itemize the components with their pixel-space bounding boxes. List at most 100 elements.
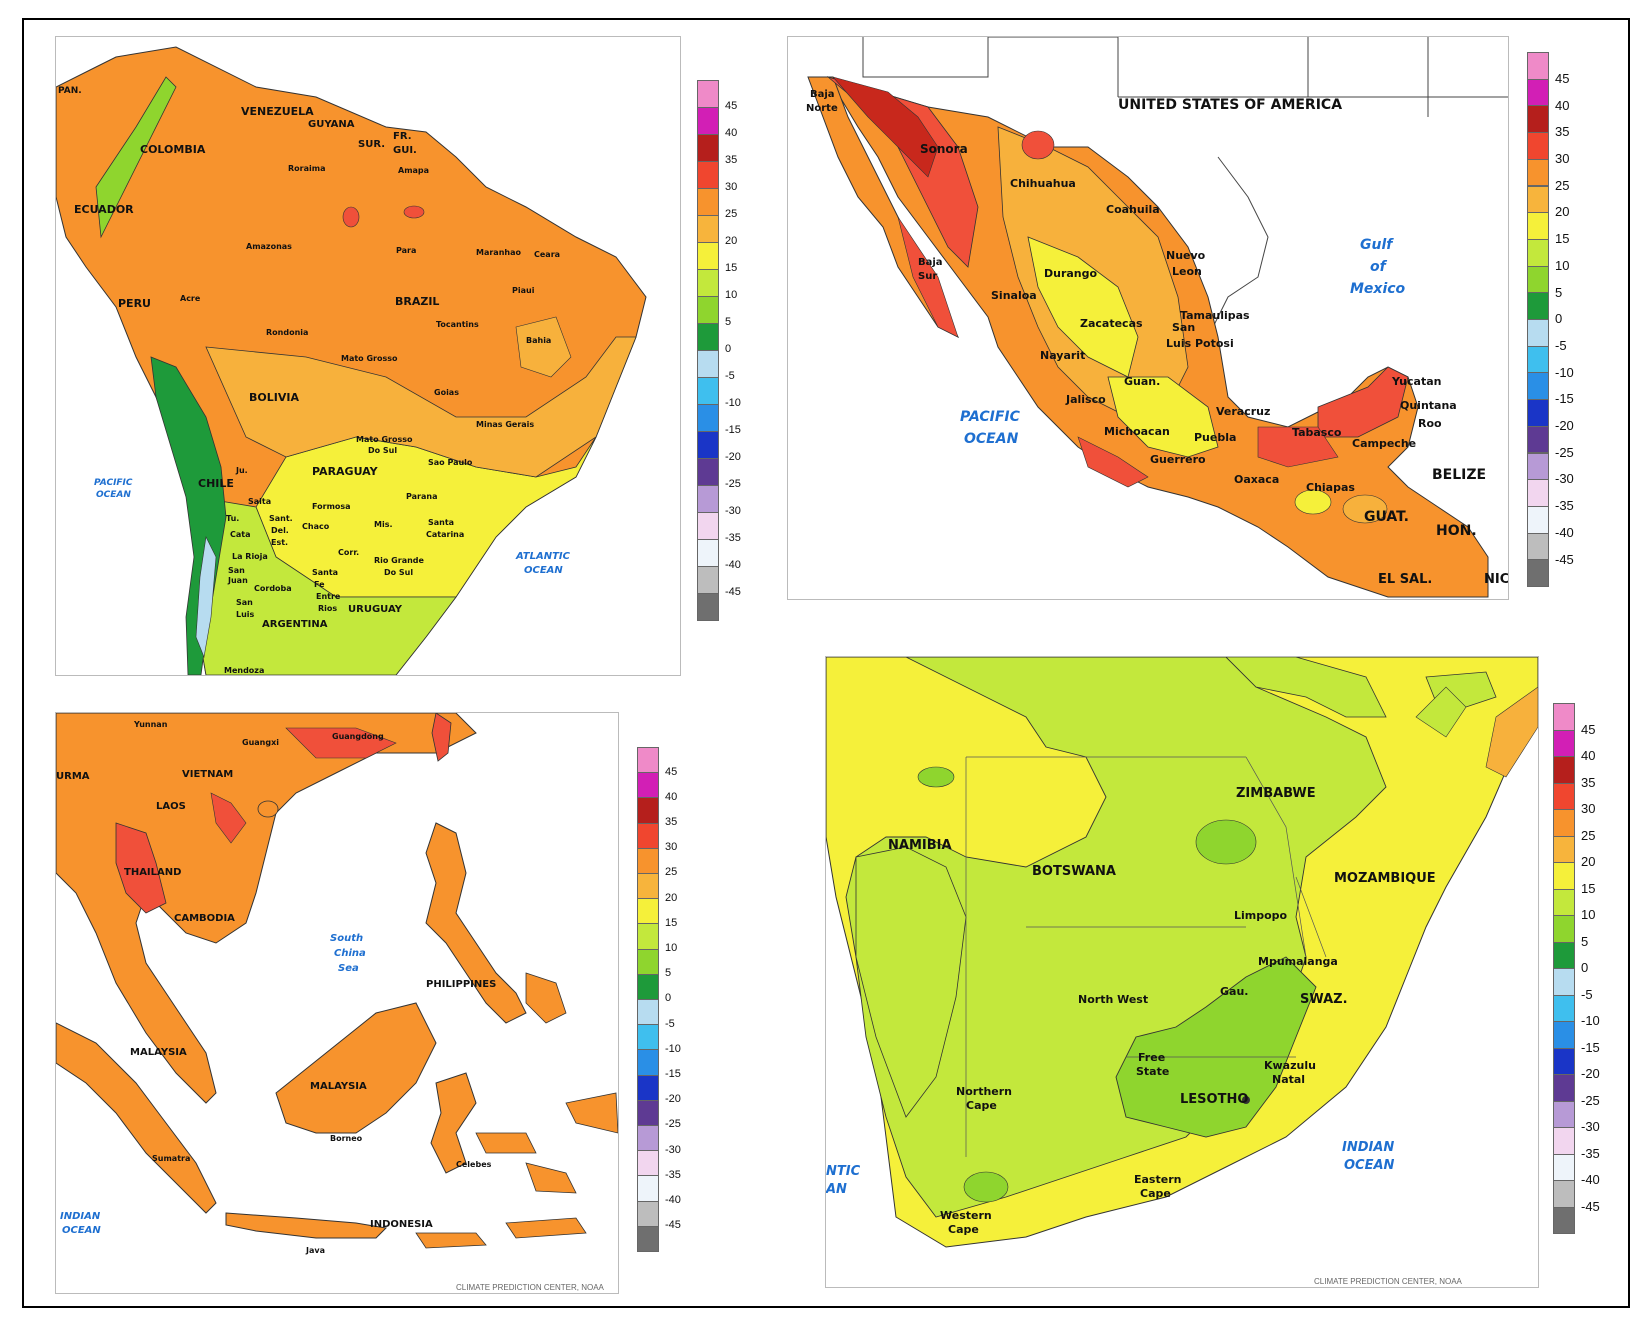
legend-swatch (1553, 1127, 1575, 1155)
legend-swatch (1553, 1021, 1575, 1049)
label-entre-rios-2: Rios (318, 604, 337, 613)
label-michoacan: Michoacan (1104, 425, 1170, 438)
legend-tick-label: -10 (1581, 1013, 1600, 1029)
label-atlantic-ocean-1: ATLANTIC (515, 551, 571, 562)
label-sumatra: Sumatra (152, 1154, 190, 1163)
map-panel-southern-africa: ZIMBABWE NAMIBIA BOTSWANA MOZAMBIQUE Lim… (825, 656, 1539, 1288)
legend-tick-label: 5 (725, 316, 732, 329)
label-argentina: ARGENTINA (262, 619, 328, 630)
label-mozambique: MOZAMBIQUE (1334, 871, 1436, 886)
legend-swatch (1527, 185, 1549, 214)
legend-swatch (637, 772, 659, 799)
label-formosa: Formosa (312, 502, 351, 511)
zone-pacific-coast-red (1077, 436, 1149, 488)
legend-tick-label: 45 (665, 765, 678, 778)
legend-swatch (1527, 505, 1549, 534)
label-laos: LAOS (156, 801, 186, 812)
label-sao-paulo: Sao Paulo (428, 458, 473, 467)
label-thailand: THAILAND (124, 867, 181, 878)
legend-tick-label: 35 (1555, 124, 1570, 140)
label-lesotho: LESOTHO (1180, 1092, 1248, 1107)
label-pacific-1: PACIFIC (960, 409, 1021, 425)
legend-swatch (697, 485, 719, 513)
label-pacific-2: OCEAN (964, 431, 1019, 447)
zone-lesotho-green (1115, 956, 1317, 1138)
label-indian-ocean-2: OCEAN (1344, 1158, 1395, 1173)
label-jalisco: Jalisco (1065, 393, 1106, 406)
legend-tick-label: 45 (1581, 721, 1596, 737)
legend-tick-label: 5 (1555, 284, 1563, 300)
zone-sonora-darkred (832, 76, 939, 178)
label-bahia: Bahia (526, 336, 551, 345)
legend-tick-label: -25 (1555, 444, 1574, 460)
label-mato-grosso: Mato Grosso (341, 354, 398, 363)
label-piaui: Piaui (512, 286, 535, 295)
legend-tick-label: -45 (725, 586, 741, 599)
legend-swatch (1553, 915, 1575, 943)
label-free-state-2: State (1136, 1065, 1169, 1078)
legend-tick-label: -35 (665, 1168, 681, 1181)
label-scs-1: South (330, 933, 363, 944)
label-baja-sur-2: Sur (918, 271, 937, 282)
label-nuevo-leon-2: Leon (1172, 265, 1202, 278)
legend-tick-label: -5 (1581, 986, 1593, 1002)
legend-swatch (1553, 1047, 1575, 1075)
legend-tick-label: 20 (1581, 854, 1596, 870)
legend-swatch (697, 566, 719, 594)
label-san-luis-1: San (236, 598, 253, 607)
legend-tick-label: -15 (1581, 1039, 1600, 1055)
label-sur: SUR. (358, 139, 385, 150)
legend-swatch (637, 797, 659, 824)
legend-swatch (637, 1200, 659, 1227)
map-panel-southeast-asia: Yunnan Guangxi Guangdong URMA VIETNAM LA… (55, 712, 619, 1294)
legend-swatch (1553, 1206, 1575, 1234)
legend-tick-label: 30 (725, 181, 738, 194)
label-salta: Salta (248, 497, 271, 506)
legend-swatch (637, 898, 659, 925)
label-botswana: BOTSWANA (1032, 864, 1116, 879)
legend-tick-label: -10 (1555, 364, 1574, 380)
legend-tick-label: 5 (665, 967, 672, 980)
zone-central-yellow (1107, 376, 1219, 458)
legend-tick-label: 0 (1581, 960, 1589, 976)
legend-swatch (1553, 782, 1575, 810)
legend-swatch (637, 873, 659, 900)
legend-tick-label: -35 (1581, 1145, 1600, 1161)
label-atlantic-ocean-2: OCEAN (524, 565, 563, 576)
label-corr: Corr. (338, 548, 359, 557)
zone-tabasco-red (1257, 426, 1339, 468)
label-acre: Acre (180, 294, 201, 303)
legend-tick-label: 5 (1581, 933, 1589, 949)
label-mato-grosso-do-sul-1: Mato Grosso (356, 435, 413, 444)
legend-swatch (1527, 132, 1549, 160)
legend-tick-label: -40 (1555, 524, 1574, 540)
legend-tick-label: -40 (665, 1194, 681, 1206)
label-coahuila: Coahuila (1106, 203, 1160, 216)
label-jujuy: Ju. (235, 466, 248, 475)
legend-swatch (697, 539, 719, 567)
label-quintana-1: Quintana (1400, 399, 1457, 412)
label-namibia: NAMIBIA (888, 838, 952, 853)
legend-swatch (1553, 968, 1575, 996)
label-pan: PAN. (58, 86, 82, 96)
legend-swatch (637, 1099, 659, 1126)
label-veracruz: Veracruz (1216, 405, 1270, 418)
label-santa-catarina-2: Catarina (426, 530, 464, 539)
legend-swatch (1553, 994, 1575, 1022)
label-san-juan-2: Juan (227, 576, 248, 585)
legend-tick-label: 30 (1581, 801, 1596, 817)
legend-swatch (1527, 399, 1549, 427)
legend-south-america: 45 40 35 30 25 20 15 10 5 0 -5 -10 -15 -20 -25 -30 -35 -4… (697, 80, 757, 628)
label-atlantic-1: NTIC (826, 1164, 861, 1179)
label-chiapas: Chiapas (1306, 481, 1355, 494)
legend-swatch (1527, 78, 1549, 107)
label-uruguay: URUGUAY (348, 604, 403, 615)
legend-swatch (697, 215, 719, 243)
label-eastern-cape-1: Eastern (1134, 1173, 1181, 1186)
zone-thailand-red (115, 822, 167, 914)
legend-tick-label: -30 (1581, 1119, 1600, 1135)
legend-swatch (1527, 319, 1549, 347)
label-rio-grande-2: Do Sul (384, 568, 413, 577)
legend-swatch (1527, 238, 1549, 267)
legend-tick-label: -25 (725, 478, 741, 491)
